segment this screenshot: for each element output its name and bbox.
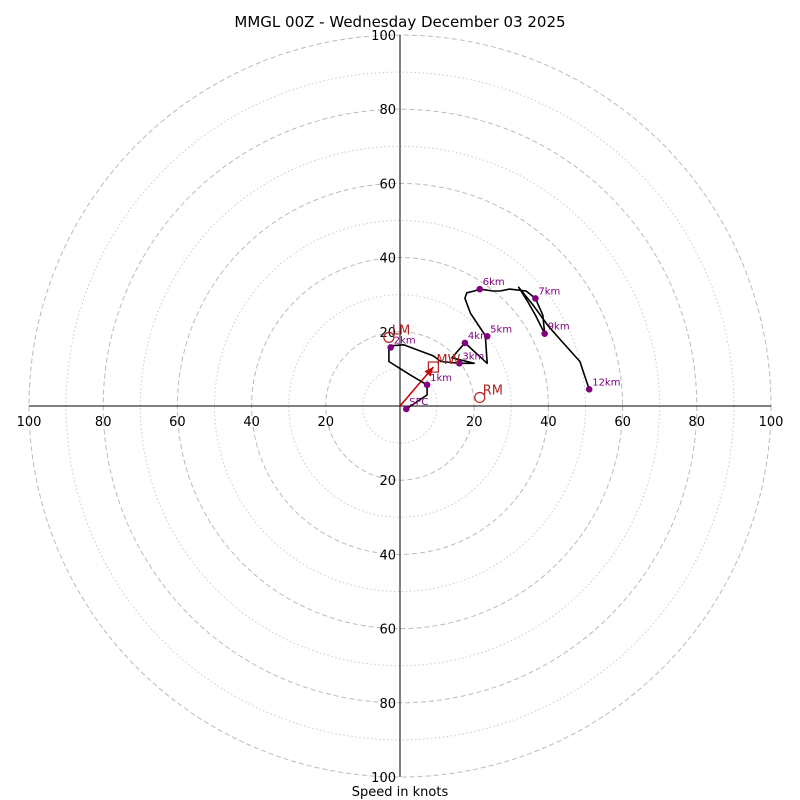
storm-motion-mw: MW: [427, 353, 461, 373]
storm-motion-lm: LM: [383, 323, 410, 343]
storm-motion-rm: RM: [474, 383, 503, 404]
storm-motion-label: MW: [436, 353, 460, 368]
x-tick-label: 60: [614, 415, 631, 430]
height-marker-label: 5km: [490, 324, 512, 335]
height-marker-2km: 2km: [387, 335, 416, 351]
x-tick-label: 100: [17, 415, 42, 430]
height-marker-label: 9km: [548, 322, 570, 333]
height-marker-sfc: SFC: [403, 397, 428, 413]
height-marker-label: 2km: [394, 335, 416, 346]
height-marker-dot: [532, 295, 539, 302]
height-marker-label: 6km: [483, 277, 505, 288]
storm-motion-circle-marker: [474, 391, 486, 404]
height-marker-label: 3km: [462, 351, 484, 362]
y-tick-label: 40: [379, 548, 396, 563]
height-marker-label: SFC: [409, 397, 428, 408]
height-marker-12km: 12km: [585, 377, 620, 393]
y-tick-label: 20: [379, 474, 396, 489]
height-marker-dot: [483, 332, 491, 340]
tick-labels: 100 80 60 40 20 20 40 60 80 100100806040202040608…: [17, 29, 784, 786]
x-tick-label: 80: [95, 415, 112, 430]
height-marker-dot: [456, 360, 463, 367]
height-marker-label: 12km: [592, 377, 620, 388]
storm-motion-layer: LM MW RM: [383, 323, 503, 404]
chart-title: MMGL 00Z - Wednesday December 03 2025: [234, 13, 565, 31]
height-marker-dot: [585, 386, 593, 393]
height-marker-3km: 3km: [456, 351, 484, 367]
height-marker-dot: [387, 344, 395, 351]
height-marker-dot: [541, 330, 548, 337]
y-tick-label: 40: [379, 252, 396, 267]
y-tick-label: 60: [379, 177, 396, 192]
storm-motion-label: LM: [392, 323, 410, 338]
x-tick-label: 40: [540, 415, 557, 430]
y-tick-label: 100: [371, 29, 396, 44]
hodograph-trace-layer: [388, 286, 590, 410]
y-tick-label: 80: [379, 697, 396, 712]
height-marker-5km: 5km: [483, 324, 512, 340]
height-marker-label: 1km: [430, 373, 452, 384]
height-marker-dot: [423, 381, 431, 389]
height-marker-dot: [461, 339, 469, 347]
x-axis-label: Speed in knots: [352, 785, 449, 800]
height-marker-7km: 7km: [532, 286, 560, 302]
y-tick-label: 60: [379, 623, 396, 638]
storm-motion-square-marker: [427, 361, 439, 373]
storm-motion-circle-marker: [383, 331, 395, 343]
height-marker-label: 4km: [468, 331, 490, 342]
height-marker-4km: 4km: [461, 331, 490, 347]
x-tick-label: 80: [689, 415, 706, 430]
height-marker-dot: [403, 405, 410, 413]
height-marker-6km: 6km: [476, 277, 505, 293]
y-tick-label: 100: [371, 771, 396, 786]
storm-motion-label: RM: [483, 383, 503, 398]
height-marker-9km: 9km: [541, 322, 570, 337]
y-tick-label: 80: [379, 103, 396, 118]
x-tick-label: 60: [169, 415, 186, 430]
height-marker-1km: 1km: [423, 373, 452, 389]
height-marker-dot: [476, 285, 484, 293]
x-tick-label: 100: [759, 415, 784, 430]
height-marker-label: 7km: [538, 286, 560, 297]
x-tick-label: 20: [318, 415, 335, 430]
x-tick-label: 20: [466, 415, 483, 430]
hodograph-trace: [388, 286, 590, 410]
x-tick-label: 40: [243, 415, 260, 430]
